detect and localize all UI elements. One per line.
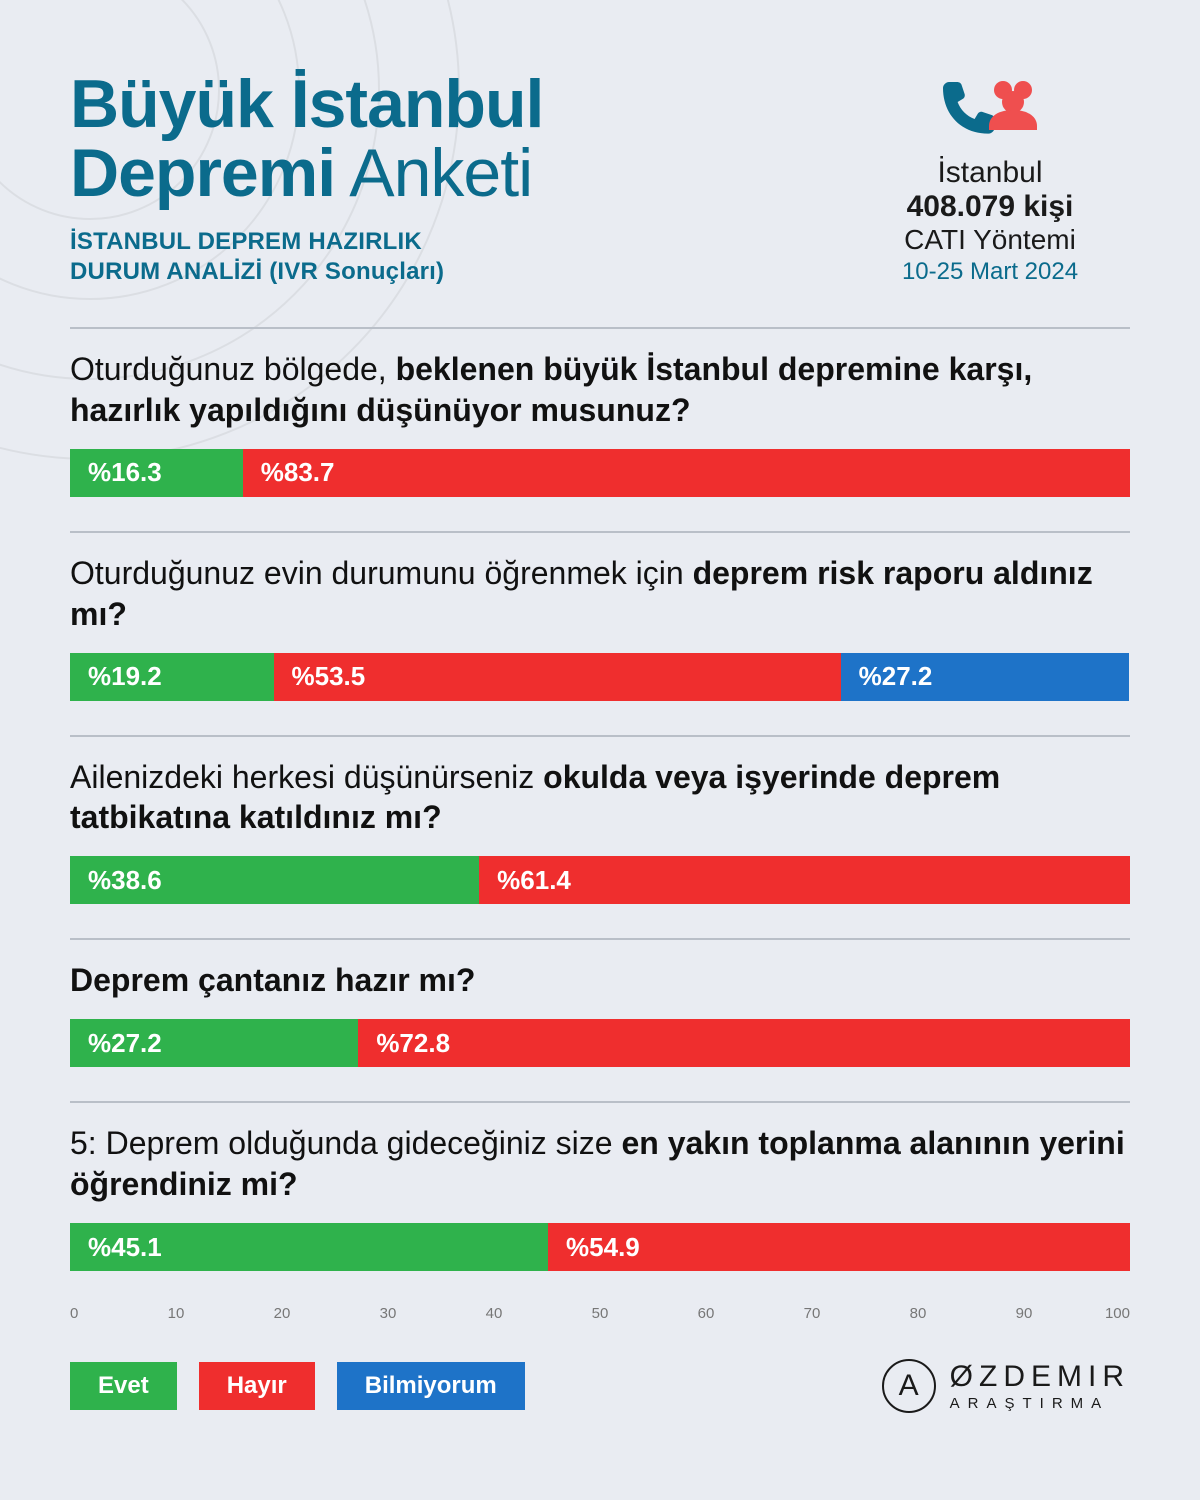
axis-tick: 30 xyxy=(380,1305,397,1322)
divider xyxy=(70,531,1130,533)
meta-icons xyxy=(850,76,1130,146)
legend-row: Evet Hayır Bilmiyorum A ØZDEMIR ARAŞTIRM… xyxy=(70,1359,1130,1413)
bar-segment-hayir: %72.8 xyxy=(358,1019,1130,1067)
title-line-2-rest: Anketi xyxy=(335,135,532,211)
title-block: Büyük İstanbul Depremi Anketi İSTANBUL D… xyxy=(70,70,543,287)
divider xyxy=(70,327,1130,329)
bar-segment-hayir: %61.4 xyxy=(479,856,1130,904)
title-line-2-bold: Depremi xyxy=(70,135,335,211)
meta-city: İstanbul xyxy=(850,156,1130,190)
axis-tick: 60 xyxy=(698,1305,715,1322)
legend-hayir: Hayır xyxy=(199,1362,315,1410)
x-axis: 0 10 20 30 40 50 60 70 80 90 100 xyxy=(70,1305,1130,1331)
bar-segment-evet: %27.2 xyxy=(70,1019,358,1067)
axis-tick: 80 xyxy=(910,1305,927,1322)
axis-tick: 100 xyxy=(1105,1305,1130,1322)
question-block: Oturduğunuz evin durumunu öğrenmek için … xyxy=(70,531,1130,701)
axis-tick: 50 xyxy=(592,1305,609,1322)
title-line-2: Depremi Anketi xyxy=(70,139,543,208)
people-icon xyxy=(989,81,1037,130)
question-block: Deprem çantanız hazır mı? %27.2%72.8 xyxy=(70,938,1130,1067)
question-block: Oturduğunuz bölgede, beklenen büyük İsta… xyxy=(70,327,1130,497)
question-text: Ailenizdeki herkesi düşünürseniz okulda … xyxy=(70,757,1130,839)
question-text: Oturduğunuz evin durumunu öğrenmek için … xyxy=(70,553,1130,635)
meta-method: CATI Yöntemi xyxy=(850,224,1130,256)
bar-segment-evet: %19.2 xyxy=(70,653,274,701)
bar-segment-hayir: %83.7 xyxy=(243,449,1130,497)
brand: A ØZDEMIR ARAŞTIRMA xyxy=(882,1359,1130,1413)
stacked-bar: %38.6%61.4 xyxy=(70,856,1130,904)
legend-bilmiyorum: Bilmiyorum xyxy=(337,1362,525,1410)
bar-segment-bilmiyorum: %27.2 xyxy=(841,653,1129,701)
question-block: 5: Deprem olduğunda gideceğiniz size en … xyxy=(70,1101,1130,1271)
divider xyxy=(70,1101,1130,1103)
bar-segment-hayir: %53.5 xyxy=(274,653,841,701)
meta-date: 10-25 Mart 2024 xyxy=(850,258,1130,286)
stacked-bar: %16.3%83.7 xyxy=(70,449,1130,497)
subtitle: İSTANBUL DEPREM HAZIRLIKDURUM ANALİZİ (I… xyxy=(70,227,543,287)
stacked-bar: %45.1%54.9 xyxy=(70,1223,1130,1271)
question-text: 5: Deprem olduğunda gideceğiniz size en … xyxy=(70,1123,1130,1205)
brand-name: ØZDEMIR xyxy=(950,1362,1130,1392)
meta-count: 408.079 kişi xyxy=(850,190,1130,224)
bar-segment-evet: %16.3 xyxy=(70,449,243,497)
stacked-bar: %27.2%72.8 xyxy=(70,1019,1130,1067)
axis-tick: 20 xyxy=(274,1305,291,1322)
axis-tick: 40 xyxy=(486,1305,503,1322)
axis-tick: 0 xyxy=(70,1305,78,1322)
question-text: Oturduğunuz bölgede, beklenen büyük İsta… xyxy=(70,349,1130,431)
brand-logo-icon: A xyxy=(882,1359,936,1413)
legend-evet: Evet xyxy=(70,1362,177,1410)
bar-segment-evet: %45.1 xyxy=(70,1223,548,1271)
header: Büyük İstanbul Depremi Anketi İSTANBUL D… xyxy=(70,70,1130,287)
brand-sub: ARAŞTIRMA xyxy=(950,1396,1130,1411)
axis-tick: 90 xyxy=(1016,1305,1033,1322)
question-text: Deprem çantanız hazır mı? xyxy=(70,960,1130,1001)
stacked-bar: %19.2%53.5%27.2 xyxy=(70,653,1130,701)
title-line-1: Büyük İstanbul xyxy=(70,70,543,139)
divider xyxy=(70,735,1130,737)
bar-segment-evet: %38.6 xyxy=(70,856,479,904)
axis-tick: 10 xyxy=(168,1305,185,1322)
axis-tick: 70 xyxy=(804,1305,821,1322)
question-block: Ailenizdeki herkesi düşünürseniz okulda … xyxy=(70,735,1130,905)
phone-icon xyxy=(943,82,995,134)
bar-segment-hayir: %54.9 xyxy=(548,1223,1130,1271)
meta-box: İstanbul 408.079 kişi CATI Yöntemi 10-25… xyxy=(850,70,1130,286)
questions: Oturduğunuz bölgede, beklenen büyük İsta… xyxy=(70,327,1130,1272)
legend: Evet Hayır Bilmiyorum xyxy=(70,1362,525,1410)
divider xyxy=(70,938,1130,940)
